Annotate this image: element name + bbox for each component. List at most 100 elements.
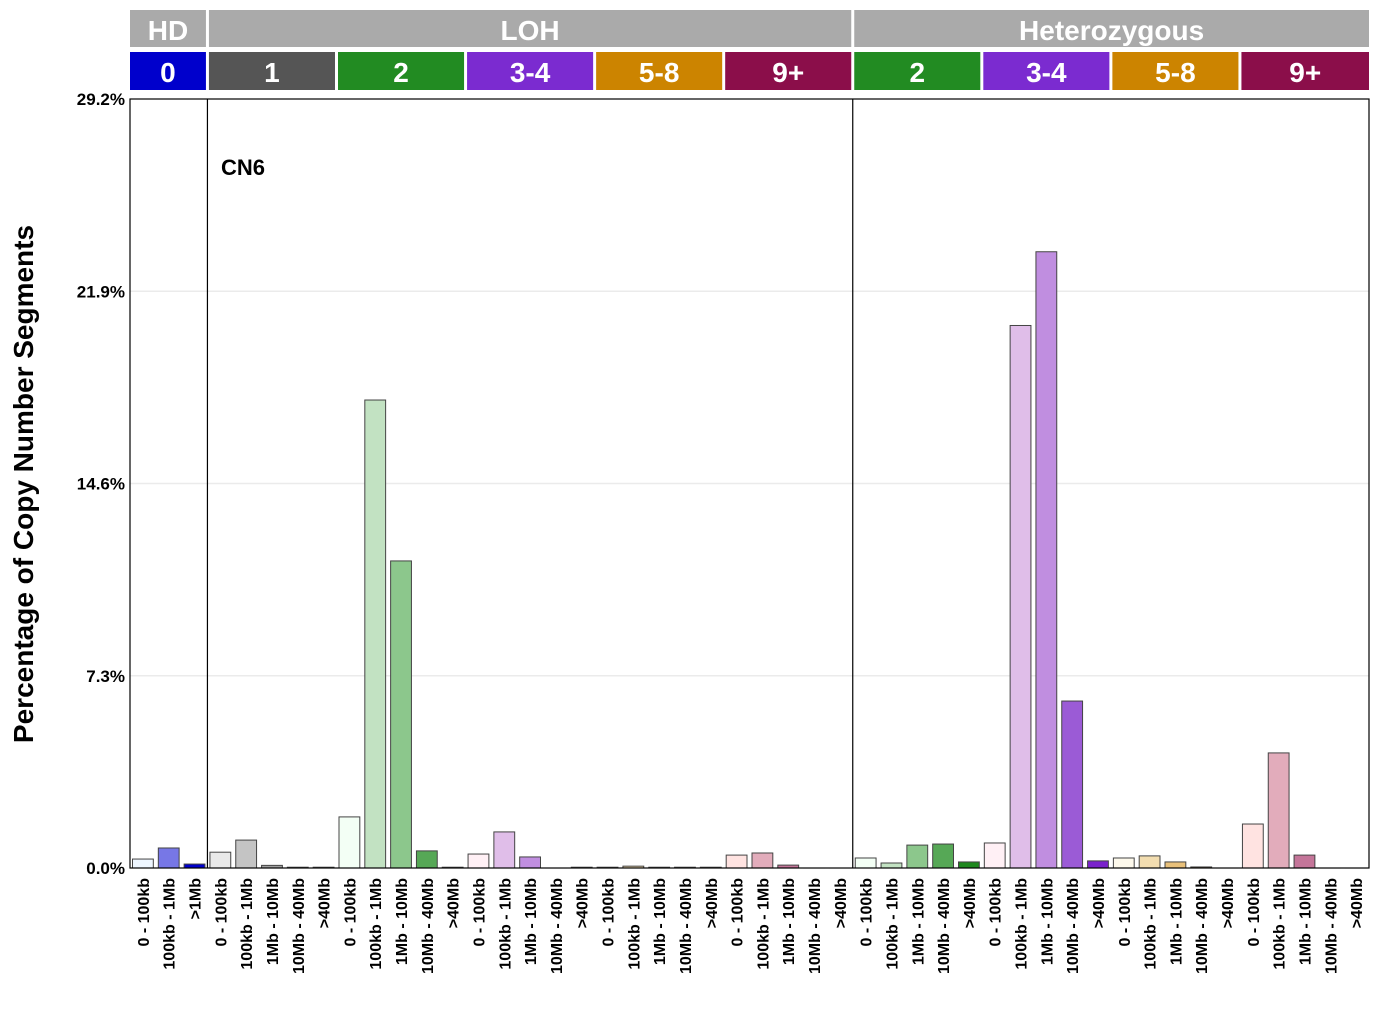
x-tick-label: 100kb - 1Mb [1143,878,1160,970]
x-tick-label: 0 - 100kb [471,878,488,947]
x-tick-label: 1Mb - 10Mb [1039,878,1056,965]
bar [959,862,980,868]
y-tick-label: 7.3% [86,667,125,686]
x-tick-label: 0 - 100kb [859,878,876,947]
x-tick-label: 1Mb - 10Mb [1297,878,1314,965]
x-tick-label: 100kb - 1Mb [239,878,256,970]
x-ticks: 0 - 100kb 100kb - 1Mb >1Mb 0 - 100kb 100kb -… [136,878,1366,974]
gridlines [130,291,1369,676]
bar [1242,824,1263,868]
x-tick-label: >40Mb [962,878,979,928]
x-tick-label: >1Mb [188,878,205,920]
x-tick-label: 10Mb - 40Mb [549,878,566,974]
x-tick-label: 10Mb - 40Mb [1065,878,1082,974]
copy-number-label: 3-4 [510,57,551,88]
bar [339,817,360,868]
bar [1113,858,1134,868]
header-group-label: Heterozygous [1019,15,1204,46]
chart-title: CN6 [221,155,265,180]
copy-number-label: 2 [909,57,925,88]
copy-number-label: 5-8 [1155,57,1195,88]
x-tick-label: 0 - 100kb [601,878,618,947]
header-group-label: HD [148,15,188,46]
copy-number-label: 0 [160,57,176,88]
bar [984,843,1005,868]
x-tick-label: 0 - 100kb [1117,878,1134,947]
x-tick-label: 100kb - 1Mb [1014,878,1031,970]
x-tick-label: >40Mb [446,878,463,928]
x-tick-label: 10Mb - 40Mb [291,878,308,974]
bar [158,848,179,868]
x-tick-label: 100kb - 1Mb [755,878,772,970]
x-tick-label: 1Mb - 10Mb [394,878,411,965]
x-tick-label: 10Mb - 40Mb [678,878,695,974]
bar [365,400,386,868]
x-tick-label: >40Mb [704,878,721,928]
bar [236,840,257,868]
x-tick-label: >40Mb [1220,878,1237,928]
x-tick-label: >40Mb [575,878,592,928]
bar [933,844,954,868]
bars [133,252,1367,868]
x-tick-label: 10Mb - 40Mb [807,878,824,974]
x-tick-label: 10Mb - 40Mb [936,878,953,974]
x-tick-label: 1Mb - 10Mb [523,878,540,965]
bar [468,854,489,868]
bar [1010,325,1031,868]
header-group-label: LOH [501,15,560,46]
x-tick-label: 100kb - 1Mb [497,878,514,970]
x-tick-label: 0 - 100kb [988,878,1005,947]
bar [520,857,541,868]
y-ticks: 0.0% 7.3% 14.6% 21.9% 29.2% [77,90,125,878]
x-tick-label: 1Mb - 10Mb [265,878,282,965]
x-tick-label: 10Mb - 40Mb [420,878,437,974]
bar [881,863,902,868]
copy-number-label: 3-4 [1026,57,1067,88]
x-tick-label: 0 - 100kb [342,878,359,947]
bar [133,859,154,868]
bar [416,851,437,868]
x-tick-label: 100kb - 1Mb [884,878,901,970]
copy-number-label: 9+ [1289,57,1321,88]
x-tick-label: 0 - 100kb [1246,878,1263,947]
bar [752,853,773,868]
x-tick-label: 10Mb - 40Mb [1194,878,1211,974]
x-tick-label: 1Mb - 10Mb [652,878,669,965]
x-tick-label: 1Mb - 10Mb [1168,878,1185,965]
x-tick-label: >40Mb [1091,878,1108,928]
x-tick-label: 1Mb - 10Mb [781,878,798,965]
x-tick-label: 0 - 100kb [136,878,153,947]
x-tick-label: 100kb - 1Mb [1272,878,1289,970]
x-tick-label: >40Mb [1349,878,1366,928]
copy-number-label: 9+ [772,57,804,88]
bar [1062,701,1083,868]
x-tick-label: 0 - 100kb [213,878,230,947]
y-tick-label: 29.2% [77,90,125,109]
x-tick-label: 1Mb - 10Mb [910,878,927,965]
y-axis-label: Percentage of Copy Number Segments [8,225,39,743]
bar [391,561,412,868]
bar [855,858,876,868]
y-tick-label: 21.9% [77,282,125,301]
bar [726,855,747,868]
bar [1165,862,1186,868]
x-tick-label: >40Mb [317,878,334,928]
x-tick-label: 0 - 100kb [730,878,747,947]
copy-number-label: 2 [393,57,409,88]
x-tick-label: >40Mb [833,878,850,928]
y-tick-label: 0.0% [86,859,125,878]
y-tick-label: 14.6% [77,475,125,494]
bar [1294,855,1315,868]
bar [494,832,515,868]
bar [210,852,231,868]
bar [907,845,928,868]
bar [1036,252,1057,868]
x-tick-label: 100kb - 1Mb [368,878,385,970]
bar [1139,856,1160,868]
bar [1268,753,1289,868]
copy-number-label: 5-8 [639,57,679,88]
x-tick-label: 10Mb - 40Mb [1323,878,1340,974]
x-tick-label: 100kb - 1Mb [162,878,179,970]
